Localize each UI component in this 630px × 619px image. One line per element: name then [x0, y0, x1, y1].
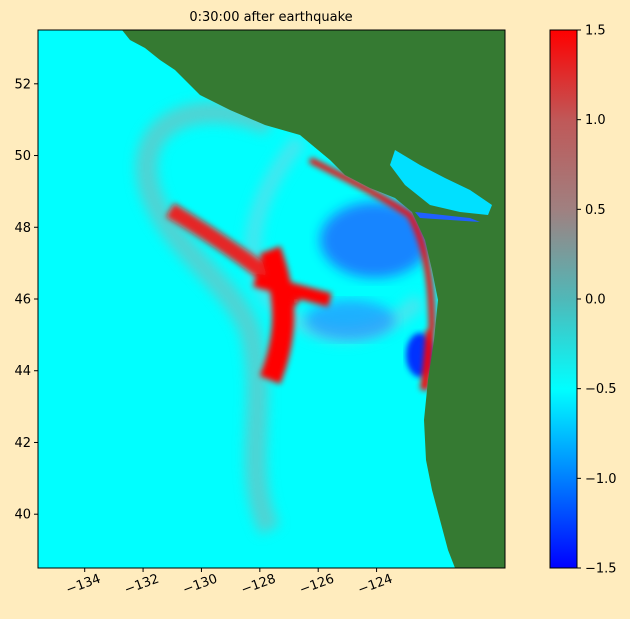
y-tick-label: 42 — [14, 436, 31, 451]
colorbar-tick-label: 0.5 — [585, 203, 606, 218]
y-tick-label: 40 — [14, 508, 31, 523]
x-tick-label: −128 — [239, 572, 278, 598]
colorbar-tick-label: 1.5 — [585, 24, 606, 39]
colorbar-tick-label: −1.0 — [585, 472, 617, 487]
colorbar-tick-label: 0.0 — [585, 293, 606, 308]
y-tick-label: 50 — [14, 149, 31, 164]
x-tick-label: −124 — [356, 572, 395, 598]
colorbar-tick-label: −0.5 — [585, 382, 617, 397]
map-field — [38, 30, 505, 568]
colorbar-tick-label: −1.5 — [585, 562, 617, 577]
y-tick-label: 46 — [14, 293, 31, 308]
colorbar-tick-label: 1.0 — [585, 113, 606, 128]
y-tick-label: 44 — [14, 364, 31, 379]
y-tick-label: 52 — [14, 77, 31, 92]
x-tick-label: −134 — [64, 572, 103, 598]
y-tick-label: 48 — [14, 221, 31, 236]
x-tick-label: −130 — [181, 572, 220, 598]
colorbar — [549, 29, 578, 569]
chart-title: 0:30:00 after earthquake — [189, 10, 352, 25]
x-tick-label: −132 — [123, 572, 162, 598]
x-tick-label: −126 — [298, 572, 337, 598]
